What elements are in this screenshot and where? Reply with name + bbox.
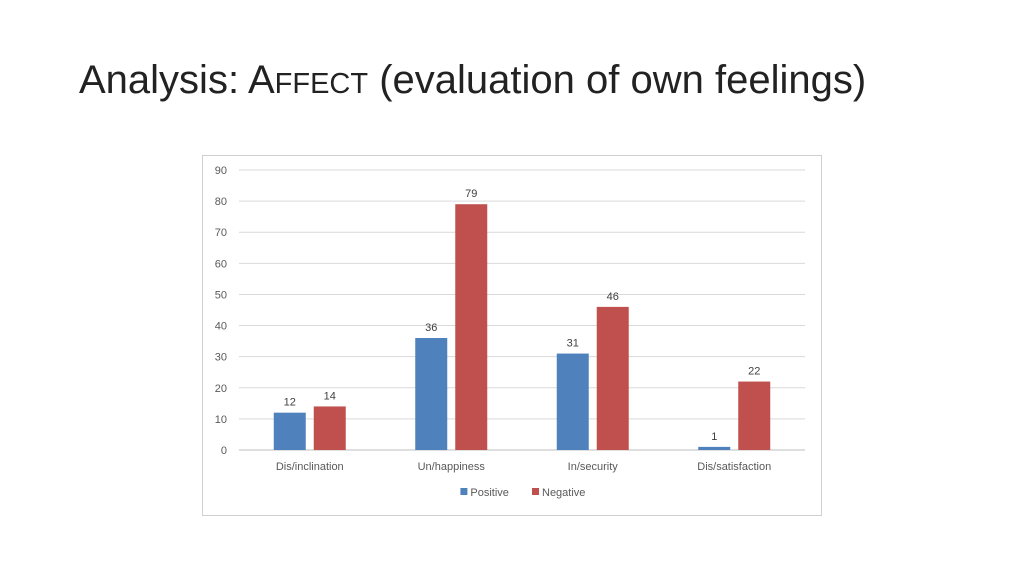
bar-chart: 0 10 20 30 40 50 60 70 80 90 12 14 Dis/inclination 36… bbox=[215, 165, 805, 499]
y-tick-label: 60 bbox=[215, 258, 227, 270]
bar-positive bbox=[556, 353, 589, 450]
data-label: 31 bbox=[567, 338, 579, 350]
data-label: 22 bbox=[748, 366, 760, 378]
bar-negative bbox=[596, 306, 629, 450]
page-title: Analysis: AFFECT (evaluation of own feel… bbox=[79, 58, 866, 103]
y-tick-label: 0 bbox=[221, 445, 227, 457]
y-tick-label: 80 bbox=[215, 196, 227, 208]
title-cap: A bbox=[247, 58, 275, 102]
y-tick-label: 40 bbox=[215, 321, 227, 333]
bar-positive bbox=[415, 338, 448, 450]
chart-frame: 0 10 20 30 40 50 60 70 80 90 12 14 Dis/inclination 36… bbox=[202, 155, 822, 516]
y-tick-label: 30 bbox=[215, 352, 227, 364]
bar-positive bbox=[273, 412, 306, 450]
data-label: 14 bbox=[324, 390, 336, 402]
legend-label-positive: Positive bbox=[470, 487, 509, 499]
category-label: Dis/inclination bbox=[276, 461, 344, 473]
y-tick-label: 20 bbox=[215, 383, 227, 395]
y-tick-label: 70 bbox=[215, 227, 227, 239]
bar-positive bbox=[698, 446, 731, 450]
legend-label-negative: Negative bbox=[542, 487, 585, 499]
data-label: 12 bbox=[284, 397, 296, 409]
data-label: 36 bbox=[425, 322, 437, 334]
data-label: 79 bbox=[465, 188, 477, 200]
category-label: Un/happiness bbox=[418, 461, 486, 473]
legend-swatch-negative bbox=[532, 488, 539, 495]
title-prefix: Analysis: bbox=[79, 58, 248, 102]
bar-negative bbox=[455, 204, 488, 450]
title-smallcaps: FFECT bbox=[274, 68, 369, 100]
category-label: In/security bbox=[568, 461, 619, 473]
y-tick-label: 90 bbox=[215, 165, 227, 177]
title-suffix: (evaluation of own feelings) bbox=[368, 58, 867, 102]
y-tick-label: 50 bbox=[215, 289, 227, 301]
data-label: 46 bbox=[607, 291, 619, 303]
data-label: 1 bbox=[711, 431, 717, 443]
y-tick-label: 10 bbox=[215, 414, 227, 426]
category-label: Dis/satisfaction bbox=[697, 461, 771, 473]
legend-swatch-positive bbox=[460, 488, 468, 495]
bar-negative bbox=[313, 406, 346, 450]
bar-negative bbox=[738, 381, 771, 450]
